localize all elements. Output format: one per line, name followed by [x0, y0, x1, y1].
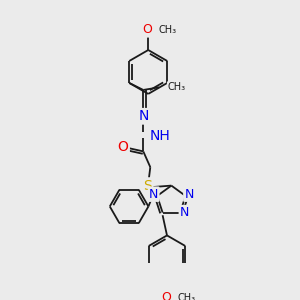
Text: S: S — [143, 178, 152, 193]
Text: N: N — [139, 109, 149, 123]
Text: CH₃: CH₃ — [159, 25, 177, 35]
Text: CH₃: CH₃ — [178, 293, 196, 300]
Text: CH₃: CH₃ — [168, 82, 186, 92]
Text: N: N — [180, 206, 189, 219]
Text: N: N — [149, 188, 158, 201]
Text: O: O — [118, 140, 128, 154]
Text: N: N — [184, 188, 194, 201]
Text: O: O — [161, 291, 171, 300]
Text: NH: NH — [149, 129, 170, 142]
Text: O: O — [142, 23, 152, 36]
